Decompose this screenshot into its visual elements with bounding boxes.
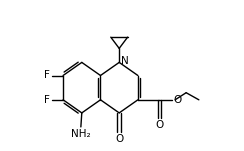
Text: F: F [44, 71, 50, 80]
Text: NH₂: NH₂ [71, 129, 91, 139]
Text: O: O [173, 95, 181, 105]
Text: O: O [115, 134, 123, 144]
Text: N: N [122, 56, 129, 66]
Text: O: O [155, 120, 163, 130]
Text: F: F [44, 95, 50, 105]
